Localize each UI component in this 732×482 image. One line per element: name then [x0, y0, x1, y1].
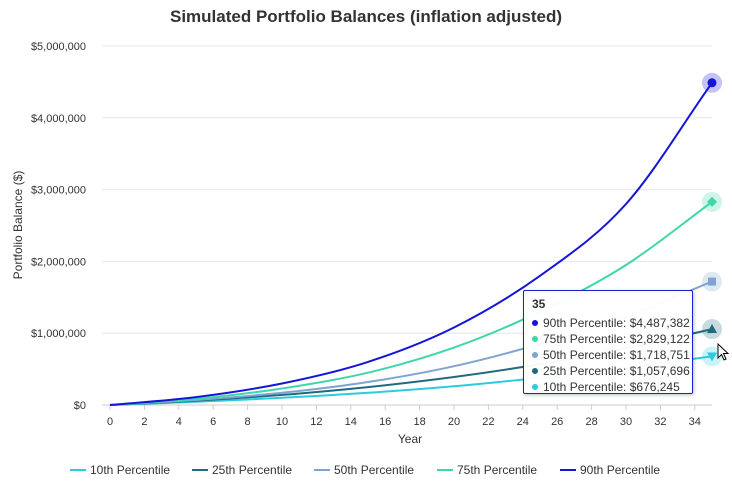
tooltip: 35 90th Percentile: $4,487,382 75th Perce…	[523, 290, 693, 394]
x-tick-label: 12	[310, 416, 322, 428]
mouse-cursor-icon	[717, 343, 730, 361]
tooltip-row-label: 75th Percentile: $2,829,122	[543, 332, 690, 346]
x-tick-label: 0	[107, 416, 113, 428]
gridlines	[102, 45, 712, 406]
legend-item-label[interactable]: 50th Percentile	[334, 463, 414, 477]
legend-item-label[interactable]: 25th Percentile	[212, 463, 292, 477]
y-axis-ticks: $0 $1,000,000 $2,000,000 $3,000,000 $4,000,0…	[31, 41, 86, 412]
legend-item-label[interactable]: 10th Percentile	[90, 463, 170, 477]
y-tick-label: $3,000,000	[31, 185, 86, 197]
tooltip-row: 25th Percentile: $1,057,696	[532, 363, 690, 379]
series-line[interactable]	[109, 201, 713, 406]
data-point-marker	[707, 352, 717, 362]
x-tick-label: 30	[620, 416, 632, 428]
y-axis-label: Portfolio Balance ($)	[11, 171, 25, 280]
x-tick-label: 24	[517, 416, 529, 428]
data-point-marker	[707, 324, 717, 334]
x-axis-label: Year	[398, 432, 422, 446]
x-tick-label: 26	[551, 416, 563, 428]
x-tick-label: 18	[413, 416, 425, 428]
tooltip-dot-icon	[532, 320, 538, 326]
x-tick-label: 8	[245, 416, 251, 428]
y-tick-label: $4,000,000	[31, 113, 86, 125]
tooltip-row-label: 10th Percentile: $676,245	[543, 380, 680, 394]
data-point-marker	[707, 196, 717, 207]
tooltip-row: 50th Percentile: $1,718,751	[532, 347, 690, 363]
y-tick-label: $1,000,000	[31, 328, 86, 340]
x-tick-label: 4	[176, 416, 182, 428]
legend-item-label[interactable]: 75th Percentile	[457, 463, 537, 477]
data-point-marker	[707, 78, 717, 88]
x-tick-label: 28	[585, 416, 597, 428]
legend-item-label[interactable]: 90th Percentile	[580, 463, 660, 477]
x-tick-label: 16	[379, 416, 391, 428]
tooltip-row: 75th Percentile: $2,829,122	[532, 331, 690, 347]
x-tick-label: 34	[689, 416, 701, 428]
y-tick-label: $5,000,000	[31, 41, 86, 53]
chart-title: Simulated Portfolio Balances (inflation …	[170, 7, 562, 26]
x-tick-label: 6	[210, 416, 216, 428]
tooltip-header: 35	[532, 297, 546, 311]
tooltip-row: 10th Percentile: $676,245	[532, 379, 684, 395]
x-tick-label: 20	[448, 416, 460, 428]
tooltip-row: 90th Percentile: $4,487,382	[532, 315, 690, 331]
tooltip-dot-icon	[532, 368, 538, 374]
y-tick-label: $2,000,000	[31, 256, 86, 268]
data-point-marker	[708, 277, 716, 286]
x-axis-ticks: 0 2 4 6 8 10 12 14 16 18 20 22 24 26 28 30 32 34	[107, 405, 701, 428]
tooltip-dot-icon	[532, 384, 538, 390]
hover-markers	[702, 72, 722, 367]
y-tick-label: $0	[74, 400, 86, 412]
series-line[interactable]	[109, 82, 713, 406]
x-tick-label: 22	[482, 416, 494, 428]
x-tick-label: 2	[141, 416, 147, 428]
tooltip-row-label: 90th Percentile: $4,487,382	[543, 316, 690, 330]
x-tick-label: 10	[276, 416, 288, 428]
tooltip-rows: 90th Percentile: $4,487,382 75th Percenti…	[532, 315, 690, 395]
legend[interactable]: 10th Percentile 25th Percentile 50th Perce…	[70, 463, 660, 477]
tooltip-row-label: 50th Percentile: $1,718,751	[543, 348, 690, 362]
x-tick-label: 14	[345, 416, 357, 428]
tooltip-dot-icon	[532, 352, 538, 358]
tooltip-dot-icon	[532, 336, 538, 342]
tooltip-row-label: 25th Percentile: $1,057,696	[543, 364, 690, 378]
x-tick-label: 32	[654, 416, 666, 428]
